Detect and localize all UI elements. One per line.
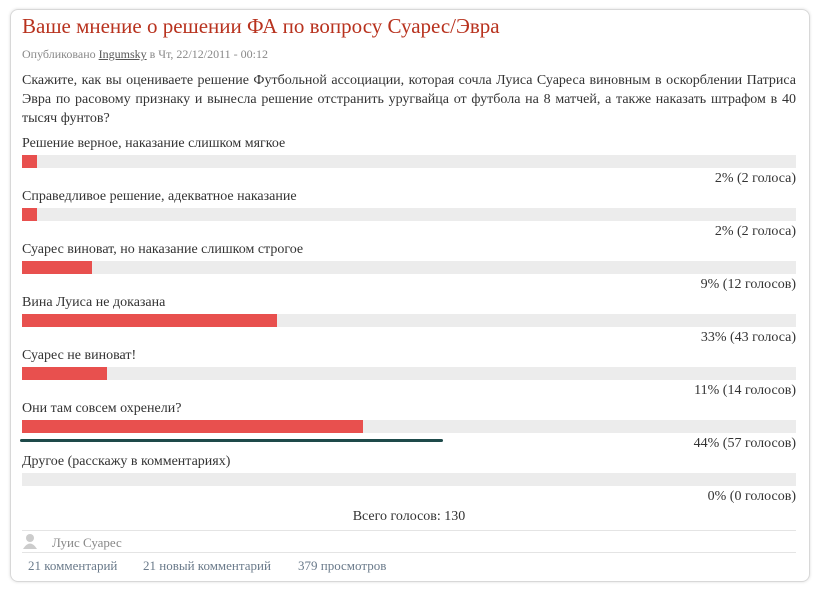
underline-decoration: [20, 439, 443, 442]
footer-link[interactable]: 21 новый комментарий: [143, 558, 271, 573]
option-label: Вина Луиса не доказана: [22, 295, 166, 310]
bar: [22, 420, 363, 433]
poll-card: [10, 9, 810, 582]
question: Скажите, как вы оцениваете решение Футбо…: [22, 73, 796, 126]
bar: [22, 314, 278, 327]
tag-link[interactable]: Луис Суарес: [52, 535, 122, 550]
option-label: Суарес виноват, но наказание слишком стр…: [22, 242, 304, 257]
option-label: Справедливое решение, адекватное наказан…: [22, 189, 297, 204]
value-label: 2% (2 голоса): [714, 224, 796, 239]
author-link[interactable]: Ingumsky: [98, 47, 147, 61]
value-label: 33% (43 голоса): [700, 330, 796, 345]
value-label: 2% (2 голоса): [714, 171, 796, 186]
bar-track: [22, 155, 796, 168]
user-icon: [23, 534, 37, 549]
option-label: Решение верное, наказание слишком мягкое: [22, 136, 286, 151]
bar-track: [22, 367, 796, 380]
separator: [22, 552, 796, 553]
bar-track: [22, 473, 796, 486]
meta-prefix: Опубликовано: [22, 47, 96, 61]
bar-track: [22, 261, 796, 274]
separator: [22, 530, 796, 531]
total-votes: Всего голосов: 130: [352, 509, 466, 524]
footer-link[interactable]: 379 просмотров: [298, 558, 387, 573]
meta: Опубликовано Ingumsky в Чт, 22/12/2011 -…: [22, 47, 268, 62]
bar: [22, 261, 92, 274]
bar: [22, 367, 108, 380]
poll-title[interactable]: Ваше мнение о решении ФА по вопросу Суар…: [22, 14, 500, 38]
bar: [22, 155, 38, 168]
option-label: Суарес не виноват!: [22, 348, 137, 363]
option-label: Другое (расскажу в комментариях): [22, 454, 231, 469]
value-label: 9% (12 голосов): [700, 277, 796, 292]
value-label: 0% (0 голосов): [707, 489, 796, 504]
bar: [22, 208, 38, 221]
meta-date: в Чт, 22/12/2011 - 00:12: [149, 47, 268, 61]
value-label: 44% (57 голосов): [693, 436, 796, 451]
value-label: 11% (14 голосов): [694, 383, 796, 398]
option-label: Они там совсем охренели?: [22, 401, 182, 416]
bar-track: [22, 208, 796, 221]
footer-link[interactable]: 21 комментарий: [28, 558, 118, 573]
